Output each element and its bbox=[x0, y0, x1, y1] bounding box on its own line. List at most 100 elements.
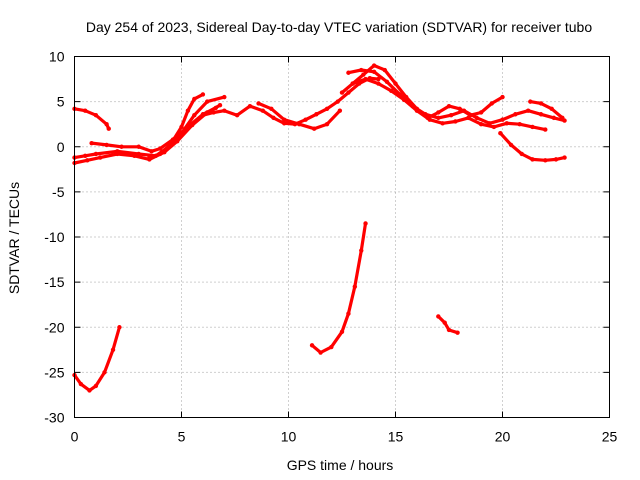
data-point bbox=[427, 117, 432, 122]
data-point bbox=[104, 142, 109, 148]
y-tick-label: 5 bbox=[57, 94, 65, 110]
data-point bbox=[200, 112, 206, 118]
y-tick-label: -20 bbox=[44, 319, 64, 335]
data-point bbox=[93, 112, 99, 118]
data-point bbox=[93, 151, 99, 157]
data-point bbox=[297, 121, 302, 127]
data-point bbox=[204, 99, 210, 104]
series-arc-8 bbox=[340, 63, 505, 120]
data-point bbox=[519, 151, 524, 157]
series-arc-1 bbox=[72, 107, 111, 131]
data-point bbox=[363, 76, 368, 82]
data-point bbox=[457, 106, 462, 112]
data-point bbox=[282, 121, 287, 126]
data-point bbox=[513, 112, 518, 117]
data-point bbox=[436, 314, 441, 319]
data-point bbox=[136, 144, 141, 149]
data-point bbox=[200, 92, 206, 97]
data-point bbox=[562, 155, 567, 160]
data-point bbox=[185, 108, 191, 113]
series-arc-4 bbox=[89, 106, 218, 153]
data-point bbox=[376, 81, 381, 86]
data-point bbox=[102, 370, 107, 375]
data-point bbox=[93, 383, 99, 389]
data-point bbox=[504, 121, 509, 126]
data-point bbox=[500, 117, 505, 122]
data-point bbox=[500, 94, 505, 100]
y-tick-label: -5 bbox=[52, 184, 65, 200]
data-point bbox=[461, 108, 467, 113]
data-point bbox=[440, 121, 445, 126]
data-point bbox=[157, 146, 163, 151]
data-point bbox=[371, 63, 377, 68]
data-point bbox=[553, 157, 559, 162]
data-point bbox=[222, 108, 227, 113]
y-tick-label: 0 bbox=[57, 139, 65, 155]
data-point bbox=[318, 350, 323, 355]
y-tick-label: 10 bbox=[49, 49, 65, 65]
data-point bbox=[528, 99, 533, 104]
data-point bbox=[117, 325, 122, 330]
data-point bbox=[361, 72, 366, 77]
data-point bbox=[324, 106, 330, 112]
data-point bbox=[192, 96, 197, 102]
series-arc-11 bbox=[528, 99, 565, 120]
x-tick-label: 10 bbox=[281, 429, 297, 445]
data-point bbox=[466, 115, 471, 121]
data-point bbox=[87, 388, 92, 393]
y-tick-label: -30 bbox=[44, 410, 64, 426]
data-point bbox=[491, 124, 497, 130]
data-point bbox=[339, 329, 345, 334]
data-point bbox=[436, 115, 441, 121]
data-point bbox=[346, 70, 351, 75]
data-point bbox=[339, 90, 345, 95]
data-point bbox=[489, 101, 494, 106]
data-point bbox=[175, 139, 180, 144]
data-point bbox=[455, 330, 460, 335]
data-point bbox=[359, 248, 364, 253]
data-point bbox=[530, 157, 535, 162]
data-series bbox=[72, 63, 567, 393]
x-axis-label: GPS time / hours bbox=[287, 457, 394, 473]
data-point bbox=[560, 115, 565, 121]
data-point bbox=[371, 69, 377, 75]
series-arc-10 bbox=[351, 77, 547, 132]
data-point bbox=[401, 97, 407, 103]
data-point bbox=[147, 155, 152, 160]
axes: 0 5 10 15 20 25 -30 -25 -20 -15 -10 -5 0 5 10 bbox=[44, 49, 617, 445]
data-point bbox=[213, 105, 218, 111]
data-point bbox=[324, 121, 330, 127]
data-point bbox=[335, 99, 340, 104]
data-point bbox=[89, 140, 94, 146]
data-point bbox=[436, 110, 441, 115]
data-point bbox=[110, 347, 116, 353]
data-point bbox=[115, 151, 120, 157]
data-point bbox=[543, 127, 548, 132]
y-axis-label: SDTVAR / TECUs bbox=[6, 182, 22, 294]
x-tick-label: 20 bbox=[495, 429, 511, 445]
data-point bbox=[446, 103, 452, 109]
series-arc-13 bbox=[72, 325, 122, 392]
data-point bbox=[104, 121, 109, 127]
data-point bbox=[359, 67, 364, 73]
data-point bbox=[389, 88, 394, 93]
data-point bbox=[393, 81, 398, 86]
data-point bbox=[179, 124, 184, 130]
x-tick-label: 0 bbox=[71, 429, 79, 445]
data-point bbox=[256, 101, 261, 106]
data-point bbox=[217, 103, 223, 108]
data-point bbox=[414, 108, 420, 113]
data-point bbox=[269, 106, 274, 112]
y-tick-label: -15 bbox=[44, 274, 64, 290]
data-point bbox=[525, 108, 531, 113]
data-point bbox=[314, 112, 319, 117]
data-point bbox=[106, 126, 111, 131]
data-point bbox=[309, 343, 315, 348]
data-point bbox=[83, 153, 88, 158]
x-tick-label: 15 bbox=[388, 429, 404, 445]
data-point bbox=[363, 221, 368, 226]
data-point bbox=[234, 112, 240, 118]
data-point bbox=[508, 142, 514, 148]
data-point bbox=[453, 119, 458, 124]
